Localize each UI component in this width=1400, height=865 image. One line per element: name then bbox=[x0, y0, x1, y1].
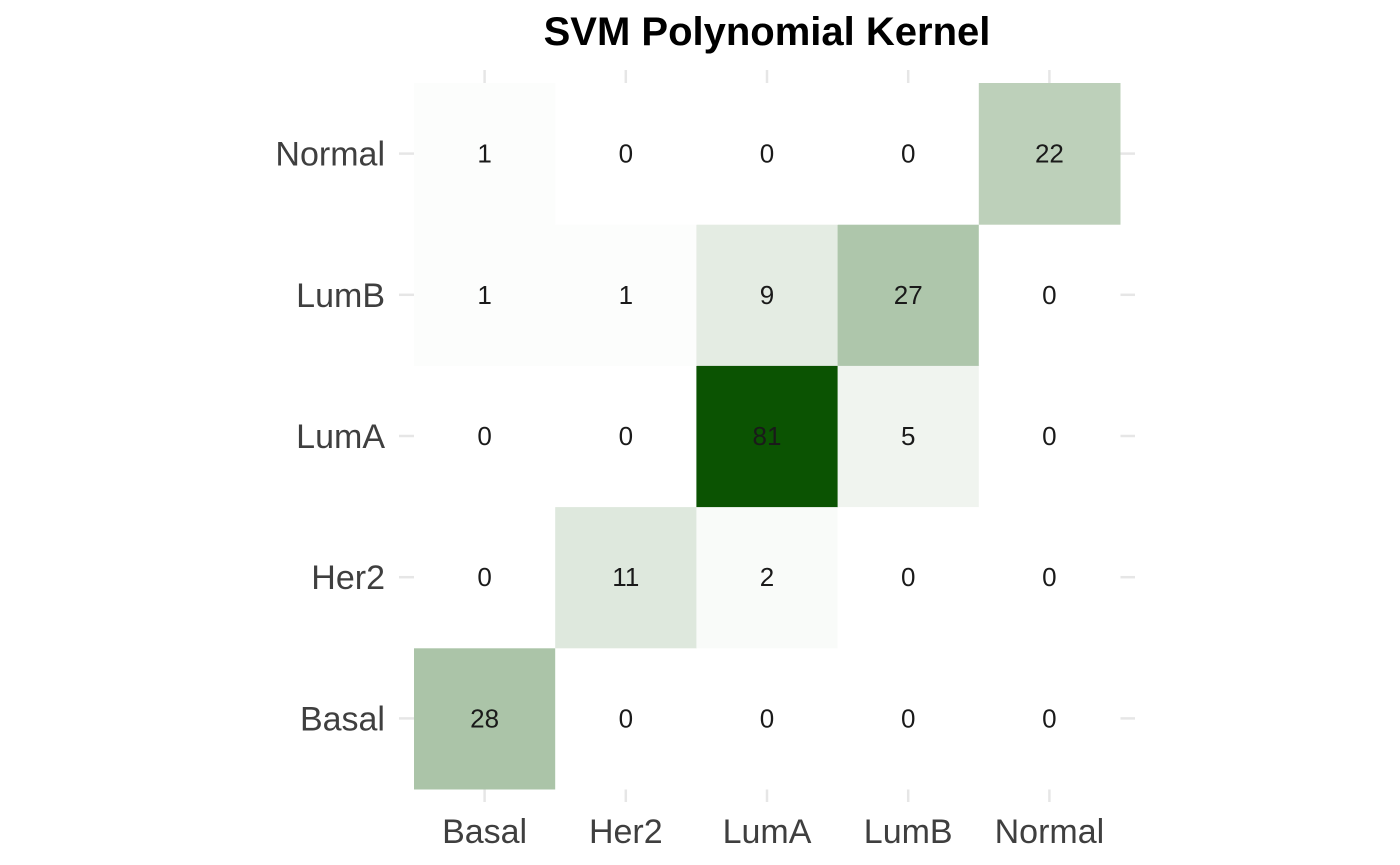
heatmap-cell-normal-lumb bbox=[837, 83, 980, 225]
heatmap-cell-normal-her2 bbox=[555, 83, 697, 225]
heatmap-cell-lumb-lumb bbox=[837, 224, 980, 366]
heatmap-cell-her2-lumb bbox=[837, 506, 980, 649]
cell-value-luma-her2: 0 bbox=[619, 421, 633, 451]
cell-value-her2-lumb: 0 bbox=[901, 562, 915, 592]
heatmap-cell-luma-lumb bbox=[837, 365, 980, 508]
cell-value-luma-luma: 81 bbox=[753, 421, 782, 451]
heatmap-cell-lumb-her2 bbox=[555, 224, 697, 366]
cell-value-normal-lumb: 0 bbox=[901, 139, 915, 169]
cell-value-her2-luma: 2 bbox=[760, 562, 774, 592]
heatmap-cell-lumb-normal bbox=[978, 224, 1121, 366]
heatmap-cell-normal-luma bbox=[696, 83, 839, 225]
cell-value-her2-normal: 0 bbox=[1042, 562, 1056, 592]
x-tick-label-basal: Basal bbox=[442, 813, 527, 851]
cell-value-luma-normal: 0 bbox=[1042, 421, 1056, 451]
heatmap-cell-normal-normal bbox=[978, 83, 1121, 225]
cell-value-basal-her2: 0 bbox=[619, 703, 633, 733]
heatmap-cells bbox=[414, 83, 1121, 790]
heatmap-cell-luma-luma bbox=[696, 365, 839, 508]
heatmap-cell-her2-basal bbox=[414, 506, 556, 649]
cell-value-basal-normal: 0 bbox=[1042, 703, 1056, 733]
heatmap-cell-luma-basal bbox=[414, 365, 556, 508]
cell-value-her2-basal: 0 bbox=[477, 562, 491, 592]
heatmap-cell-luma-normal bbox=[978, 365, 1121, 508]
cell-value-luma-basal: 0 bbox=[477, 421, 491, 451]
cell-value-normal-her2: 0 bbox=[619, 139, 633, 169]
x-tick-label-her2: Her2 bbox=[589, 813, 663, 851]
heatmap-cell-basal-normal bbox=[978, 647, 1121, 790]
cell-value-luma-lumb: 5 bbox=[901, 421, 915, 451]
y-tick-label-basal: Basal bbox=[300, 700, 385, 738]
heatmap-cell-basal-luma bbox=[696, 647, 839, 790]
heatmap-cell-her2-her2 bbox=[555, 506, 697, 649]
heatmap-cell-luma-her2 bbox=[555, 365, 697, 508]
y-tick-label-her2: Her2 bbox=[311, 559, 385, 597]
cell-value-her2-her2: 11 bbox=[612, 562, 639, 592]
heatmap-cell-basal-her2 bbox=[555, 647, 697, 790]
x-axis-labels: Basal Her2 LumA LumB Normal bbox=[442, 813, 1104, 851]
y-tick-label-luma: LumA bbox=[296, 418, 385, 456]
heatmap-cell-her2-normal bbox=[978, 506, 1121, 649]
x-tick-label-lumb: LumB bbox=[864, 813, 953, 851]
cell-value-lumb-basal: 1 bbox=[477, 280, 491, 310]
heatmap-cell-basal-lumb bbox=[837, 647, 980, 790]
cell-value-normal-basal: 1 bbox=[477, 139, 491, 169]
cell-value-basal-luma: 0 bbox=[760, 703, 774, 733]
cell-value-lumb-normal: 0 bbox=[1042, 280, 1056, 310]
chart-title: SVM Polynomial Kernel bbox=[544, 10, 991, 54]
cell-value-lumb-lumb: 27 bbox=[894, 280, 923, 310]
cell-value-lumb-her2: 1 bbox=[619, 280, 633, 310]
cell-value-normal-normal: 22 bbox=[1035, 139, 1064, 169]
cell-value-normal-luma: 0 bbox=[760, 139, 774, 169]
y-tick-label-normal: Normal bbox=[275, 136, 385, 174]
y-axis-labels: Basal Her2 LumA LumB Normal bbox=[275, 136, 385, 739]
heatmap-cell-her2-luma bbox=[696, 506, 839, 649]
x-tick-label-normal: Normal bbox=[995, 813, 1105, 851]
cell-value-basal-lumb: 0 bbox=[901, 703, 915, 733]
x-tick-label-luma: LumA bbox=[723, 813, 812, 851]
cell-value-basal-basal: 28 bbox=[470, 703, 499, 733]
heatmap-cell-lumb-basal bbox=[414, 224, 556, 366]
heatmap-cell-normal-basal bbox=[414, 83, 556, 225]
heatmap-cell-basal-basal bbox=[414, 647, 556, 790]
y-tick-label-lumb: LumB bbox=[296, 277, 385, 315]
heatmap-cell-lumb-luma bbox=[696, 224, 839, 366]
cell-value-labels: 28 0 0 0 00 11 2 0 00 0 81 5 01 1 9 27 01 0 0 0 22 bbox=[470, 139, 1064, 734]
cell-value-lumb-luma: 9 bbox=[760, 280, 774, 310]
